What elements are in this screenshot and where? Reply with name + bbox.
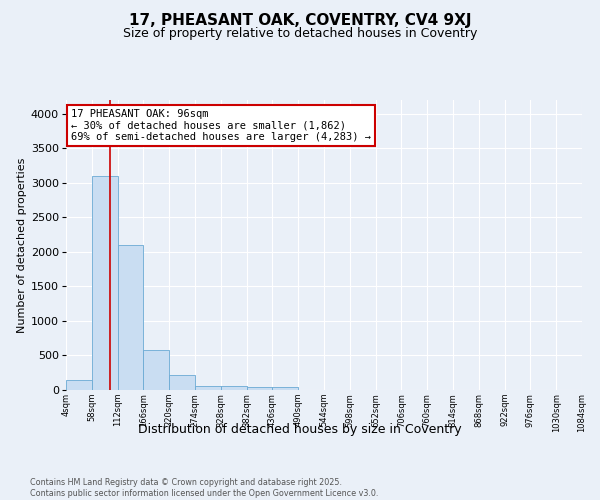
Bar: [92, 176, 118, 390]
Text: 17 PHEASANT OAK: 96sqm
← 30% of detached houses are smaller (1,862)
69% of semi-: 17 PHEASANT OAK: 96sqm ← 30% of detached…: [71, 108, 371, 142]
Text: Distribution of detached houses by size in Coventry: Distribution of detached houses by size …: [138, 422, 462, 436]
Bar: [247, 386, 272, 390]
Text: Size of property relative to detached houses in Coventry: Size of property relative to detached ho…: [123, 28, 477, 40]
Bar: [195, 386, 221, 390]
Text: 17, PHEASANT OAK, COVENTRY, CV4 9XJ: 17, PHEASANT OAK, COVENTRY, CV4 9XJ: [129, 12, 471, 28]
Bar: [143, 350, 169, 390]
Text: Contains HM Land Registry data © Crown copyright and database right 2025.
Contai: Contains HM Land Registry data © Crown c…: [30, 478, 379, 498]
Bar: [118, 245, 143, 390]
Bar: [66, 380, 92, 390]
Y-axis label: Number of detached properties: Number of detached properties: [17, 158, 27, 332]
Bar: [169, 375, 195, 390]
Bar: [272, 387, 298, 390]
Bar: [221, 386, 247, 390]
